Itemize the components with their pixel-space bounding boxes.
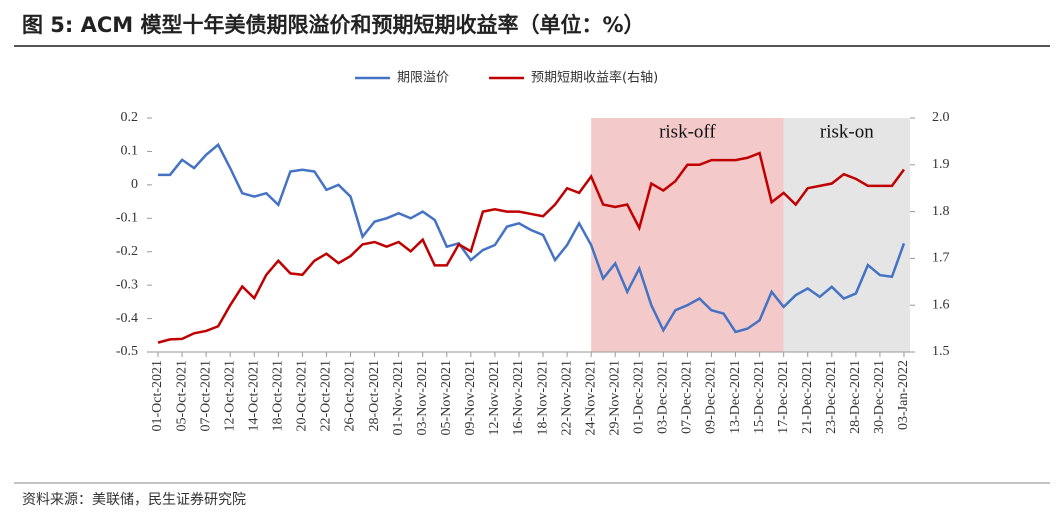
x-tick-label: 07-Dec-2021 xyxy=(680,360,695,434)
x-tick-label: 09-Nov-2021 xyxy=(463,360,478,435)
x-tick-label: 05-Nov-2021 xyxy=(439,360,454,435)
x-tick-label: 09-Dec-2021 xyxy=(704,360,719,434)
y2-tick-label: 1.7 xyxy=(932,251,950,266)
x-tick-label: 22-Nov-2021 xyxy=(559,360,574,435)
y-tick-label: 0.2 xyxy=(121,110,139,125)
x-tick-label: 28-Dec-2021 xyxy=(848,360,863,434)
series-line xyxy=(158,142,906,334)
x-tick-label: 16-Nov-2021 xyxy=(511,360,526,435)
x-tick-label: 07-Oct-2021 xyxy=(198,360,213,432)
x-tick-label: 23-Dec-2021 xyxy=(824,360,839,434)
region-label: risk-off xyxy=(659,121,716,142)
legend-label: 预期短期收益率(右轴) xyxy=(531,70,658,86)
y2-tick-label: 1.9 xyxy=(932,157,950,172)
y2-tick-label: 1.8 xyxy=(932,204,950,219)
x-tick-label: 21-Dec-2021 xyxy=(800,360,815,434)
x-tick-label: 05-Oct-2021 xyxy=(174,360,189,432)
source: 资料来源：美联储，民生证券研究院 xyxy=(22,492,246,508)
x-tick-label: 22-Oct-2021 xyxy=(319,360,334,432)
x-tick-label: 29-Nov-2021 xyxy=(607,360,622,435)
y-tick-label: -0.3 xyxy=(116,277,138,292)
region-label: risk-on xyxy=(820,121,874,142)
x-tick-label: 18-Nov-2021 xyxy=(535,360,550,435)
x-tick-label: 24-Nov-2021 xyxy=(583,360,598,435)
region xyxy=(591,118,784,352)
y2-tick-label: 1.6 xyxy=(932,297,950,312)
y-tick-label: 0.1 xyxy=(121,144,139,159)
x-tick-label: 18-Oct-2021 xyxy=(271,360,286,432)
region xyxy=(783,118,910,352)
y2-tick-label: 1.5 xyxy=(932,344,950,359)
x-tick-label: 17-Dec-2021 xyxy=(776,360,791,434)
x-tick-label: 01-Dec-2021 xyxy=(632,360,647,434)
legend-label: 期限溢价 xyxy=(397,71,449,86)
x-tick-label: 03-Dec-2021 xyxy=(656,360,671,434)
x-tick-label: 01-Nov-2021 xyxy=(391,360,406,435)
x-tick-label: 01-Oct-2021 xyxy=(150,360,165,432)
y-tick-label: 0 xyxy=(131,177,138,192)
chart-title: 图 5: ACM 模型十年美债期限溢价和预期短期收益率（单位：%） xyxy=(22,13,645,37)
x-tick-label: 15-Dec-2021 xyxy=(752,360,767,434)
series-line xyxy=(157,151,905,344)
x-tick-label: 14-Oct-2021 xyxy=(246,360,261,432)
x-tick-label: 12-Oct-2021 xyxy=(222,360,237,432)
x-tick-label: 03-Nov-2021 xyxy=(415,360,430,435)
x-tick-label: 26-Oct-2021 xyxy=(343,360,358,432)
x-tick-label: 13-Dec-2021 xyxy=(728,360,743,434)
x-tick-label: 03-Jan-2022 xyxy=(896,360,911,430)
y-tick-label: -0.2 xyxy=(116,244,138,259)
x-tick-label: 12-Nov-2021 xyxy=(487,360,502,435)
x-tick-label: 20-Oct-2021 xyxy=(295,360,310,432)
y-tick-label: -0.1 xyxy=(116,211,138,226)
x-tick-label: 28-Oct-2021 xyxy=(367,360,382,432)
y-tick-label: -0.4 xyxy=(116,311,138,326)
y-tick-label: -0.5 xyxy=(116,344,138,359)
y2-tick-label: 2.0 xyxy=(932,110,950,125)
x-tick-label: 30-Dec-2021 xyxy=(872,360,887,434)
